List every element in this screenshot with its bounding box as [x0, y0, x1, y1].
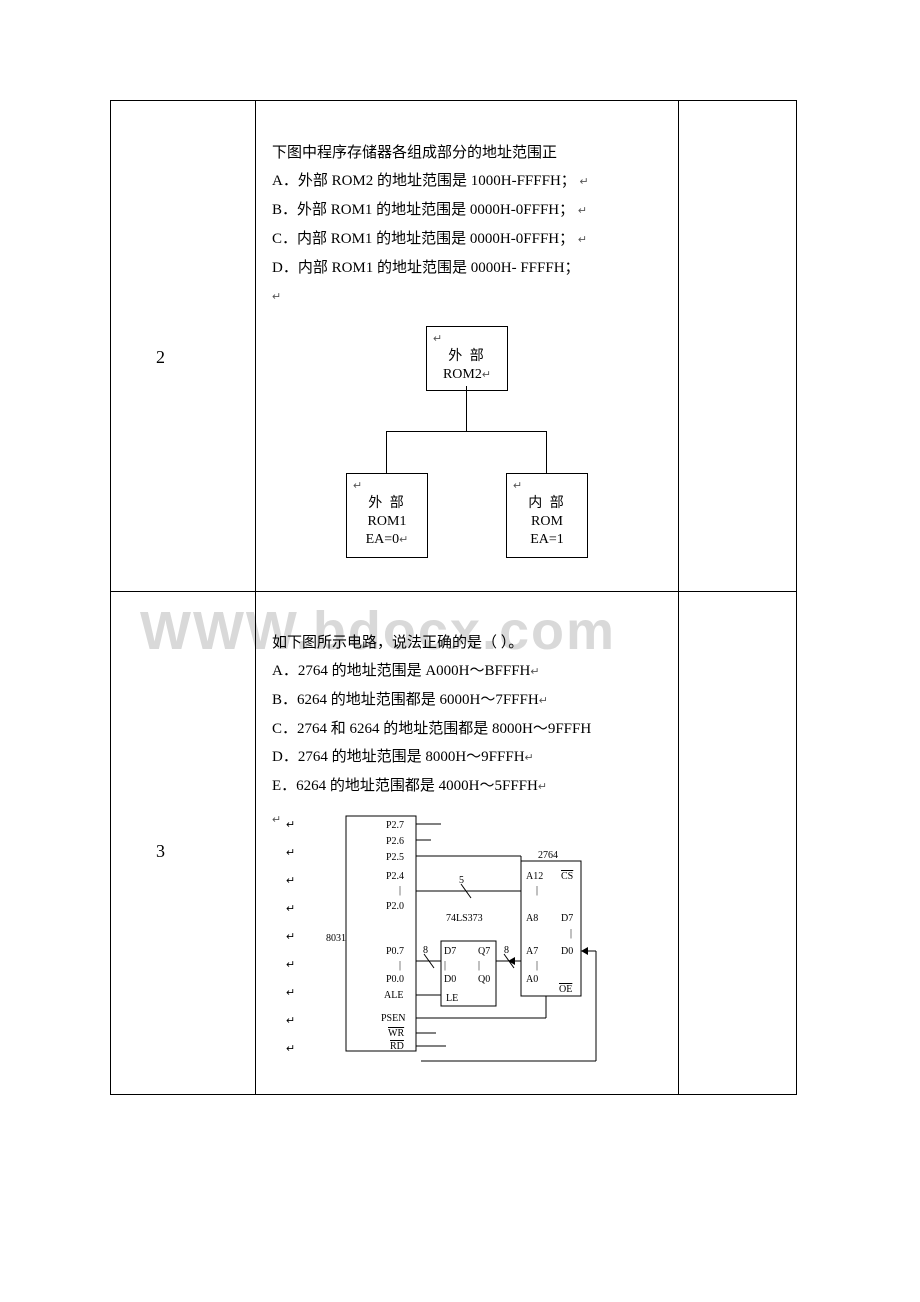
- svg-text:↵: ↵: [286, 903, 295, 915]
- svg-text:8031: 8031: [326, 933, 346, 944]
- diagram-box-rom2: ↵ 外 部 ROM2↵: [426, 326, 508, 391]
- row-number-3: 3: [156, 841, 165, 862]
- svg-text:P2.7: P2.7: [386, 820, 404, 831]
- svg-text:D7: D7: [444, 946, 456, 957]
- svg-text:P0.7: P0.7: [386, 946, 404, 957]
- paragraph-mark: ↵: [256, 282, 678, 311]
- question-cell-3: 如下图所示电路，说法正确的是（ ）。 A．2764 的地址范围是 A000H～B…: [256, 591, 678, 1094]
- tree-line: [466, 386, 467, 431]
- svg-text:PSEN: PSEN: [381, 1013, 405, 1024]
- svg-text:RD: RD: [390, 1041, 404, 1052]
- table-frame: 2 下图中程序存储器各组成部分的地址范围正 A．外部 ROM2 的地址范围是 1…: [110, 100, 797, 1095]
- svg-text:|: |: [536, 960, 538, 971]
- option-c: C．2764 和 6264 的地址范围都是 8000H～9FFFH: [256, 715, 678, 743]
- svg-text:2764: 2764: [538, 850, 558, 861]
- svg-text:D0: D0: [561, 946, 573, 957]
- svg-text:↵: ↵: [286, 987, 295, 999]
- svg-text:8: 8: [423, 945, 428, 956]
- tree-line: [386, 431, 387, 473]
- option-d: D．内部 ROM1 的地址范围是 0000H- FFFFH；: [256, 254, 678, 282]
- svg-text:|: |: [399, 885, 401, 896]
- svg-text:P2.6: P2.6: [386, 836, 404, 847]
- option-a: A．外部 ROM2 的地址范围是 1000H-FFFFH； ↵: [256, 167, 678, 196]
- svg-text:↵: ↵: [286, 875, 295, 887]
- svg-text:D0: D0: [444, 974, 456, 985]
- svg-text:P2.5: P2.5: [386, 852, 404, 863]
- svg-text:|: |: [570, 928, 572, 939]
- svg-text:P2.4: P2.4: [386, 871, 404, 882]
- svg-text:A0: A0: [526, 974, 538, 985]
- svg-text:WR: WR: [388, 1028, 404, 1039]
- svg-text:↵: ↵: [286, 1015, 295, 1027]
- question-cell-2: 下图中程序存储器各组成部分的地址范围正 A．外部 ROM2 的地址范围是 100…: [256, 101, 678, 591]
- svg-text:A12: A12: [526, 871, 543, 882]
- svg-text:↵: ↵: [286, 819, 295, 831]
- question-text: 如下图所示电路，说法正确的是（ ）。: [256, 591, 678, 657]
- tree-line: [546, 431, 547, 473]
- row-number-2: 2: [156, 347, 165, 368]
- right-column: [678, 101, 796, 1094]
- svg-text:74LS373: 74LS373: [446, 913, 483, 924]
- diagram-box-rom-int: ↵ 内 部 ROM EA=1: [506, 473, 588, 558]
- svg-text:A8: A8: [526, 913, 538, 924]
- svg-text:|: |: [536, 885, 538, 896]
- svg-text:Q7: Q7: [478, 946, 490, 957]
- svg-text:CS: CS: [561, 871, 573, 882]
- question-text: 下图中程序存储器各组成部分的地址范围正: [256, 101, 678, 167]
- left-column: [111, 101, 256, 1094]
- svg-text:↵: ↵: [286, 847, 295, 859]
- svg-text:|: |: [399, 960, 401, 971]
- svg-text:P2.0: P2.0: [386, 901, 404, 912]
- svg-text:P0.0: P0.0: [386, 974, 404, 985]
- svg-text:A7: A7: [526, 946, 538, 957]
- option-d: D．2764 的地址范围是 8000H～9FFFH↵: [256, 743, 678, 772]
- tree-line: [386, 431, 546, 432]
- svg-text:|: |: [444, 960, 446, 971]
- svg-text:5: 5: [459, 875, 464, 886]
- svg-text:D7: D7: [561, 913, 573, 924]
- svg-text:↵: ↵: [286, 1043, 295, 1055]
- diagram-box-rom1-ext: ↵ 外 部 ROM1 EA=0↵: [346, 473, 428, 558]
- option-c: C．内部 ROM1 的地址范围是 0000H-0FFFH； ↵: [256, 225, 678, 254]
- option-a: A．2764 的地址范围是 A000H～BFFFH↵: [256, 657, 678, 686]
- svg-text:↵: ↵: [286, 931, 295, 943]
- svg-text:OE: OE: [559, 984, 572, 995]
- option-b: B．外部 ROM1 的地址范围是 0000H-0FFFH； ↵: [256, 196, 678, 225]
- option-b: B．6264 的地址范围都是 6000H～7FFFH↵: [256, 686, 678, 715]
- svg-text:|: |: [478, 960, 480, 971]
- svg-text:Q0: Q0: [478, 974, 490, 985]
- option-e: E．6264 的地址范围都是 4000H～5FFFH↵: [256, 772, 678, 801]
- svg-text:↵: ↵: [286, 959, 295, 971]
- svg-text:LE: LE: [446, 993, 458, 1004]
- circuit-diagram: 8031 P2.7 P2.6 P2.5 P2.4 | P2.0 P0.7 | P…: [286, 806, 646, 1076]
- svg-text:ALE: ALE: [384, 990, 403, 1001]
- svg-text:8: 8: [504, 945, 509, 956]
